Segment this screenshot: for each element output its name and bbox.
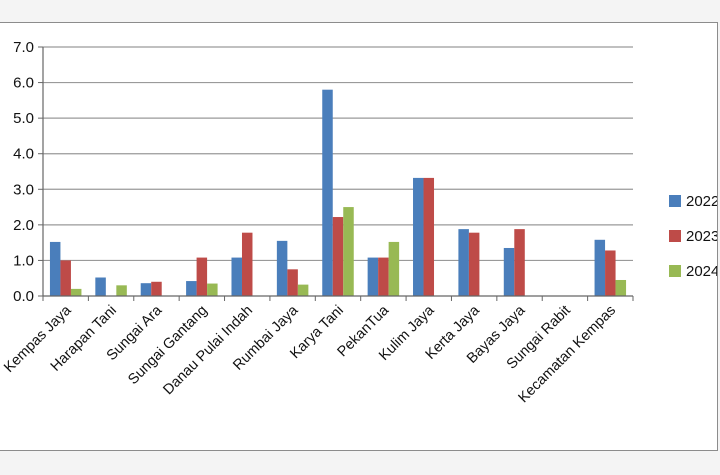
bar-2022-9 xyxy=(458,229,469,296)
bar-2023-3 xyxy=(196,257,208,296)
bar-2022-12 xyxy=(594,239,606,296)
bar-2023-9 xyxy=(468,232,480,296)
bar-2022-8 xyxy=(413,177,424,296)
y-tick-label: 0.0 xyxy=(13,288,34,305)
bar-2024-5 xyxy=(297,284,309,296)
bar-2022-0 xyxy=(49,241,61,296)
bar-2024-3 xyxy=(207,283,218,296)
y-tick-label: 1.0 xyxy=(13,252,34,269)
y-axis-tick-labels: 0.0 1.0 2.0 3.0 4.0 5.0 6.0 7.0 xyxy=(13,39,34,305)
bar-2022-6 xyxy=(322,89,333,296)
bar-chart: 0.0 1.0 2.0 3.0 4.0 5.0 6.0 7.0 Kempas JayaHara… xyxy=(1,39,717,406)
bar-2023-8 xyxy=(423,177,435,296)
y-tick-label: 6.0 xyxy=(13,75,34,92)
bar-2023-2 xyxy=(151,281,162,296)
bar-2024-1 xyxy=(116,285,127,296)
bar-2024-7 xyxy=(388,241,400,296)
legend: 2022 2023 2024 xyxy=(669,193,717,280)
legend-label-2023: 2023 xyxy=(686,228,717,245)
x-category-label: Sungai Gantang xyxy=(125,303,210,388)
legend-swatch-2024 xyxy=(669,265,681,277)
y-tick-label: 2.0 xyxy=(13,217,34,234)
bar-2024-0 xyxy=(70,288,82,296)
y-tick-label: 4.0 xyxy=(13,146,34,163)
chart-frame: 0.0 1.0 2.0 3.0 4.0 5.0 6.0 7.0 Kempas Jaya Hara… xyxy=(0,22,718,451)
axes xyxy=(38,46,634,301)
bar-2022-3 xyxy=(186,281,197,296)
y-tick-label: 5.0 xyxy=(13,110,34,127)
bars xyxy=(49,89,627,296)
bar-2023-4 xyxy=(241,232,253,296)
bar-2023-7 xyxy=(378,257,389,296)
y-tick-label: 3.0 xyxy=(13,181,34,198)
bar-2023-10 xyxy=(514,229,525,296)
y-tick-label: 7.0 xyxy=(13,39,34,56)
bar-2022-2 xyxy=(140,283,152,296)
bar-2023-0 xyxy=(60,260,71,296)
bar-2022-5 xyxy=(276,240,288,296)
bar-2023-5 xyxy=(287,269,298,296)
bar-2024-12 xyxy=(615,279,627,296)
bar-2023-6 xyxy=(332,217,344,296)
bar-2022-7 xyxy=(367,257,379,296)
legend-label-2022: 2022 xyxy=(686,193,717,210)
gridlines xyxy=(43,46,633,262)
bar-2022-10 xyxy=(503,247,515,296)
legend-swatch-2022 xyxy=(669,195,681,207)
bar-2023-12 xyxy=(605,250,616,296)
legend-swatch-2023 xyxy=(669,230,681,242)
bar-2022-1 xyxy=(95,277,106,296)
bar-2024-6 xyxy=(343,207,354,296)
bar-2022-4 xyxy=(231,257,242,296)
legend-label-2024: 2024 xyxy=(686,263,717,280)
